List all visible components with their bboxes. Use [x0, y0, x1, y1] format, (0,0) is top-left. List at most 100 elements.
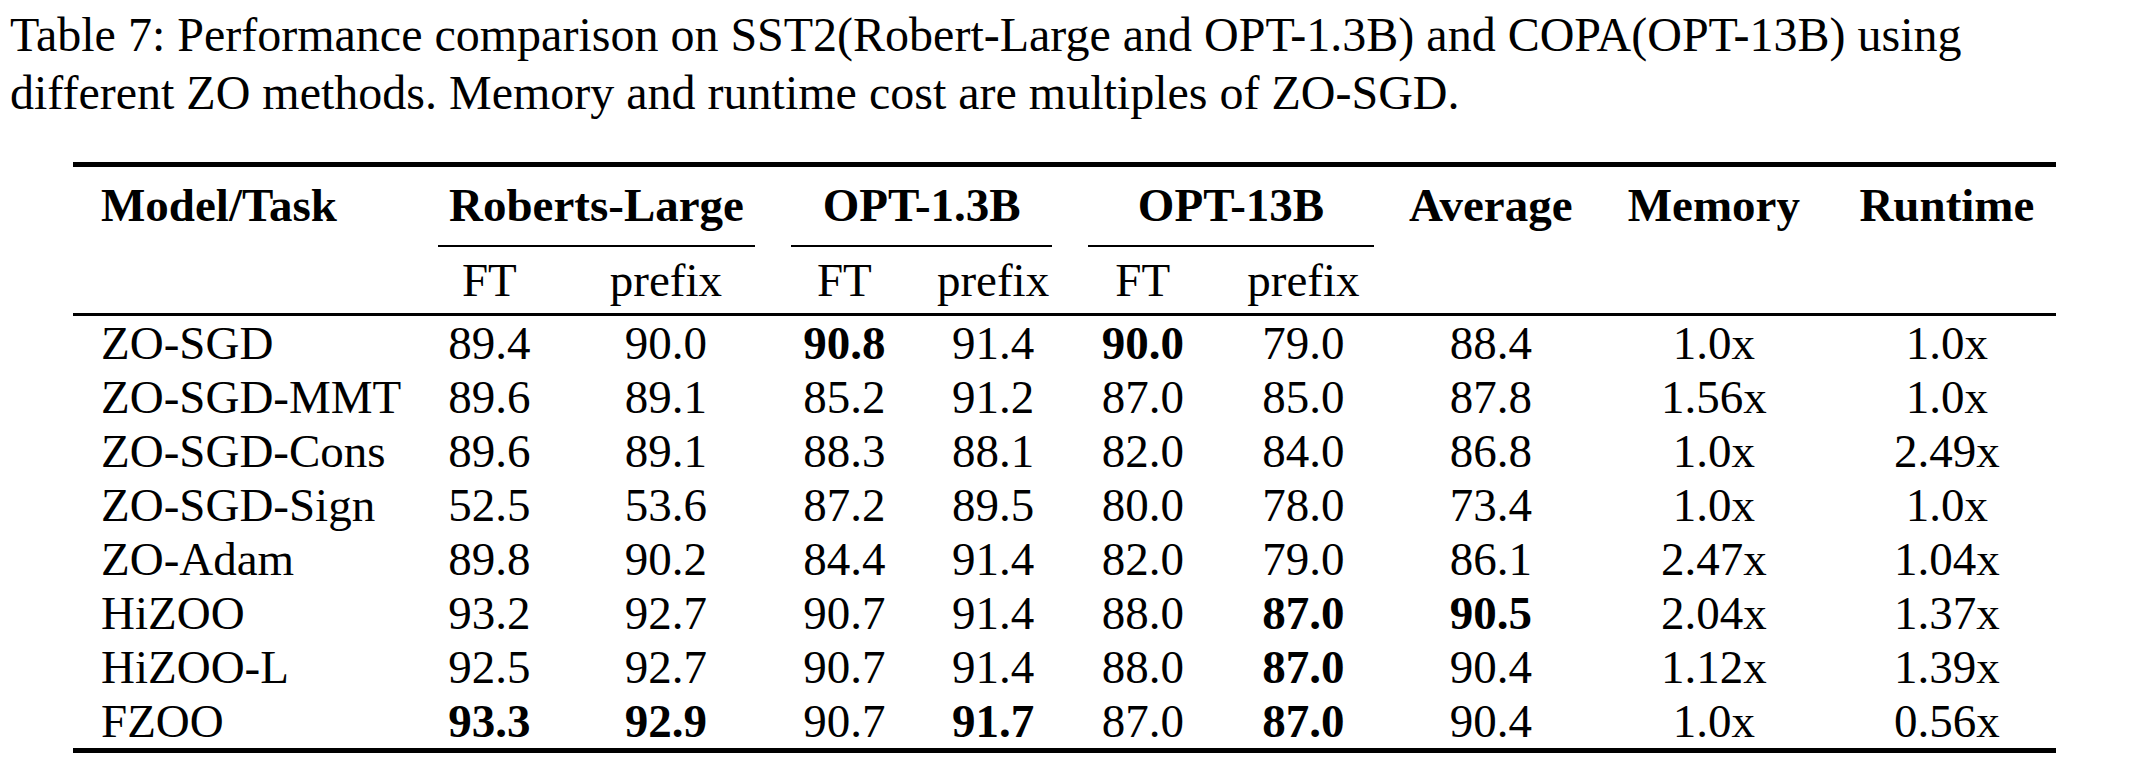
value-cell: 91.4	[916, 315, 1071, 371]
value-cell: 89.6	[420, 424, 559, 478]
value-cell: 1.12x	[1590, 640, 1838, 694]
value-cell: 93.2	[420, 586, 559, 640]
value-cell: 1.04x	[1838, 532, 2056, 586]
table-row: HiZOO-L92.592.790.791.488.087.090.41.12x…	[73, 640, 2056, 694]
value-cell: 90.2	[559, 532, 773, 586]
value-cell: 91.4	[916, 586, 1071, 640]
table-row: ZO-SGD89.490.090.891.490.079.088.41.0x1.…	[73, 315, 2056, 371]
value-cell: 88.3	[773, 424, 916, 478]
value-cell: 86.1	[1392, 532, 1590, 586]
value-cell: 78.0	[1215, 478, 1391, 532]
value-cell: 87.0	[1215, 586, 1391, 640]
value-cell: 91.7	[916, 694, 1071, 751]
model-name: HiZOO-L	[73, 640, 420, 694]
value-cell: 2.04x	[1590, 586, 1838, 640]
value-cell: 79.0	[1215, 315, 1391, 371]
value-cell: 82.0	[1070, 532, 1215, 586]
value-cell: 88.0	[1070, 586, 1215, 640]
value-cell: 1.0x	[1590, 315, 1838, 371]
table-row: ZO-SGD-Sign52.553.687.289.580.078.073.41…	[73, 478, 2056, 532]
sub-header-prefix: prefix	[1215, 247, 1391, 315]
value-cell: 53.6	[559, 478, 773, 532]
group-label: OPT-13B	[1070, 179, 1391, 231]
value-cell: 90.7	[773, 586, 916, 640]
value-cell: 87.0	[1215, 694, 1391, 751]
value-cell: 84.0	[1215, 424, 1391, 478]
value-cell: 90.0	[1070, 315, 1215, 371]
value-cell: 90.4	[1392, 640, 1590, 694]
sub-header-prefix: prefix	[916, 247, 1071, 315]
value-cell: 87.8	[1392, 370, 1590, 424]
value-cell: 93.3	[420, 694, 559, 751]
value-cell: 89.4	[420, 315, 559, 371]
col-header-model-task: Model/Task	[73, 165, 420, 315]
table-body: ZO-SGD89.490.090.891.490.079.088.41.0x1.…	[73, 315, 2056, 751]
col-header-average: Average	[1392, 165, 1590, 315]
value-cell: 85.2	[773, 370, 916, 424]
value-cell: 1.0x	[1838, 478, 2056, 532]
table-caption: Table 7: Performance comparison on SST2(…	[10, 6, 2122, 122]
value-cell: 89.1	[559, 424, 773, 478]
group-header-opt-13b: OPT-13B	[1070, 165, 1391, 248]
value-cell: 0.56x	[1838, 694, 2056, 751]
value-cell: 91.2	[916, 370, 1071, 424]
model-name: ZO-SGD-MMT	[73, 370, 420, 424]
value-cell: 1.56x	[1590, 370, 1838, 424]
model-name: ZO-SGD-Cons	[73, 424, 420, 478]
value-cell: 90.7	[773, 640, 916, 694]
value-cell: 2.49x	[1838, 424, 2056, 478]
value-cell: 92.9	[559, 694, 773, 751]
value-cell: 91.4	[916, 532, 1071, 586]
value-cell: 89.5	[916, 478, 1071, 532]
value-cell: 80.0	[1070, 478, 1215, 532]
value-cell: 92.7	[559, 640, 773, 694]
table-row: ZO-SGD-Cons89.689.188.388.182.084.086.81…	[73, 424, 2056, 478]
value-cell: 87.0	[1215, 640, 1391, 694]
value-cell: 85.0	[1215, 370, 1391, 424]
sub-header-ft: FT	[1070, 247, 1215, 315]
value-cell: 86.8	[1392, 424, 1590, 478]
value-cell: 1.0x	[1590, 424, 1838, 478]
group-header-row: Model/Task Roberts-Large OPT-1.3B OPT-13…	[73, 165, 2056, 248]
table-row: HiZOO93.292.790.791.488.087.090.52.04x1.…	[73, 586, 2056, 640]
value-cell: 89.1	[559, 370, 773, 424]
value-cell: 73.4	[1392, 478, 1590, 532]
value-cell: 91.4	[916, 640, 1071, 694]
value-cell: 88.4	[1392, 315, 1590, 371]
value-cell: 89.8	[420, 532, 559, 586]
value-cell: 1.39x	[1838, 640, 2056, 694]
value-cell: 90.7	[773, 694, 916, 751]
sub-header-ft: FT	[773, 247, 916, 315]
paper-page: Table 7: Performance comparison on SST2(…	[0, 6, 2136, 753]
value-cell: 90.4	[1392, 694, 1590, 751]
group-header-roberts-large: Roberts-Large	[420, 165, 773, 248]
value-cell: 92.5	[420, 640, 559, 694]
value-cell: 1.0x	[1590, 694, 1838, 751]
value-cell: 90.5	[1392, 586, 1590, 640]
table-row: ZO-Adam89.890.284.491.482.079.086.12.47x…	[73, 532, 2056, 586]
model-name: FZOO	[73, 694, 420, 751]
table-row: FZOO93.392.990.791.787.087.090.41.0x0.56…	[73, 694, 2056, 751]
model-name: ZO-SGD-Sign	[73, 478, 420, 532]
value-cell: 89.6	[420, 370, 559, 424]
value-cell: 52.5	[420, 478, 559, 532]
value-cell: 2.47x	[1590, 532, 1838, 586]
sub-header-prefix: prefix	[559, 247, 773, 315]
value-cell: 87.2	[773, 478, 916, 532]
value-cell: 90.8	[773, 315, 916, 371]
results-table: Model/Task Roberts-Large OPT-1.3B OPT-13…	[73, 162, 2056, 753]
sub-header-ft: FT	[420, 247, 559, 315]
model-name: ZO-Adam	[73, 532, 420, 586]
value-cell: 82.0	[1070, 424, 1215, 478]
value-cell: 84.4	[773, 532, 916, 586]
value-cell: 1.37x	[1838, 586, 2056, 640]
value-cell: 1.0x	[1590, 478, 1838, 532]
group-header-opt-1-3b: OPT-1.3B	[773, 165, 1070, 248]
table-row: ZO-SGD-MMT89.689.185.291.287.085.087.81.…	[73, 370, 2056, 424]
value-cell: 87.0	[1070, 370, 1215, 424]
col-header-runtime: Runtime	[1838, 165, 2056, 315]
group-label: OPT-1.3B	[773, 179, 1070, 231]
model-name: HiZOO	[73, 586, 420, 640]
value-cell: 1.0x	[1838, 315, 2056, 371]
value-cell: 90.0	[559, 315, 773, 371]
